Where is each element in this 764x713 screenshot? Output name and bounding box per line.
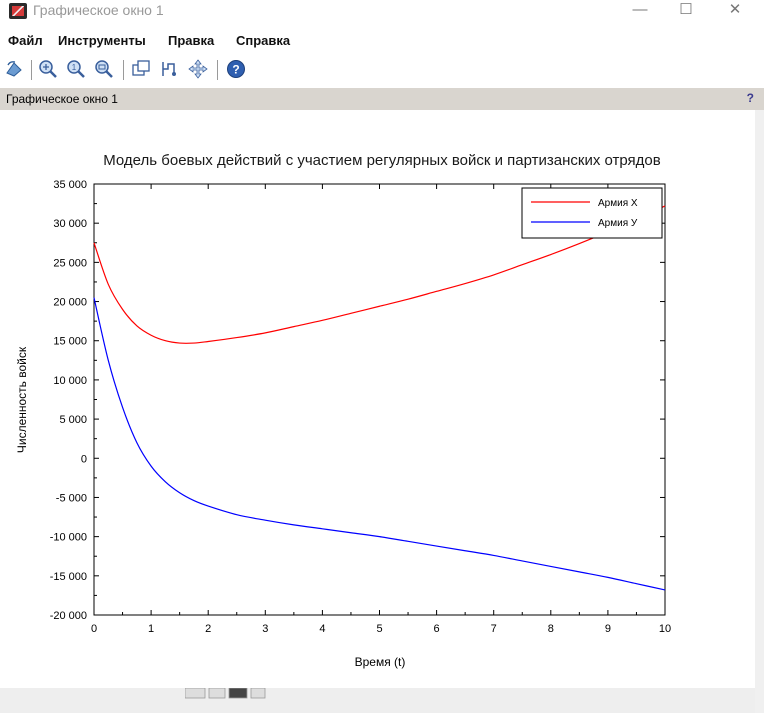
legend: Армия X Армия У — [521, 187, 663, 239]
legend-box — [521, 187, 663, 239]
x-tick-label: 10 — [659, 623, 671, 635]
legend-label-army-y: Армия У — [598, 218, 638, 229]
series-line-army-x — [93, 205, 666, 344]
svg-text:?: ? — [232, 63, 239, 77]
zoom-in-icon[interactable] — [38, 59, 58, 79]
menu-file[interactable]: Файл — [8, 33, 43, 48]
x-tick-label: 2 — [205, 623, 211, 635]
legend-label-army-x: Армия X — [598, 198, 638, 209]
close-button[interactable]: ✕ — [728, 1, 742, 18]
x-tick-label: 6 — [434, 623, 440, 635]
app-icon — [9, 3, 27, 19]
window-title: Графическое окно 1 — [33, 2, 164, 18]
zoom-reset-icon[interactable]: 1 — [66, 59, 86, 79]
y-tick-label: 25 000 — [53, 257, 87, 269]
y-tick-label: -10 000 — [50, 532, 87, 544]
x-axis-label: Время (t) — [355, 655, 406, 669]
x-tick-label: 9 — [605, 623, 611, 635]
y-tick-label: -15 000 — [50, 571, 87, 583]
maximize-button[interactable]: ☐ — [679, 1, 693, 18]
x-tick-label: 5 — [376, 623, 382, 635]
minimize-button[interactable]: — — [632, 1, 648, 18]
zoom-area-icon[interactable] — [94, 59, 114, 79]
y-tick-label: 20 000 — [53, 297, 87, 309]
chart-title: Модель боевых действий с участием регуля… — [103, 152, 661, 169]
toolbar-separator — [123, 60, 124, 80]
x-tick-label: 0 — [91, 623, 97, 635]
x-tick-label: 3 — [262, 623, 268, 635]
pan-icon[interactable] — [188, 59, 208, 79]
menu-tools[interactable]: Инструменты — [58, 33, 146, 48]
svg-text:1: 1 — [72, 63, 77, 72]
toolbar: 1 ? — [0, 55, 764, 86]
y-tick-label: 30 000 — [53, 218, 87, 230]
x-tick-label: 1 — [148, 623, 154, 635]
panel-help-icon[interactable]: ? — [746, 91, 754, 105]
help-icon[interactable]: ? — [226, 59, 246, 79]
toolbar-separator — [31, 60, 32, 80]
y-tick-label: 15 000 — [53, 336, 87, 348]
y-tick-label: 35 000 — [53, 179, 87, 191]
plot-frame — [93, 183, 666, 616]
data-tip-icon[interactable] — [160, 59, 180, 79]
y-tick-label: -5 000 — [56, 492, 87, 504]
toolbar-separator — [217, 60, 218, 80]
menu-help[interactable]: Справка — [236, 33, 291, 48]
menu-bar: Файл Инструменты Правка Справка — [0, 30, 764, 52]
x-tick-label: 8 — [548, 623, 554, 635]
menu-edit[interactable]: Правка — [168, 33, 215, 48]
y-tick-label: 0 — [81, 453, 87, 465]
y-tick-label: 5 000 — [59, 414, 87, 426]
graphic-window-header: Графическое окно 1 ? — [0, 88, 764, 110]
rotate-icon[interactable] — [4, 59, 24, 79]
y-tick-label: 10 000 — [53, 375, 87, 387]
status-bar — [0, 688, 755, 713]
taskbar-fragment — [185, 688, 266, 699]
new-window-icon[interactable] — [131, 59, 151, 79]
window-edge — [755, 110, 764, 713]
y-tick-label: -20 000 — [50, 610, 87, 622]
y-axis-label: Численность войск — [15, 346, 29, 453]
panel-title: Графическое окно 1 — [6, 92, 118, 106]
x-tick-label: 7 — [491, 623, 497, 635]
x-tick-label: 4 — [319, 623, 325, 635]
plot-area[interactable]: Модель боевых действий с участием регуля… — [0, 110, 755, 688]
window-titlebar: Графическое окно 1 — ☐ ✕ — [0, 0, 764, 30]
series-line-army-y — [93, 297, 666, 591]
